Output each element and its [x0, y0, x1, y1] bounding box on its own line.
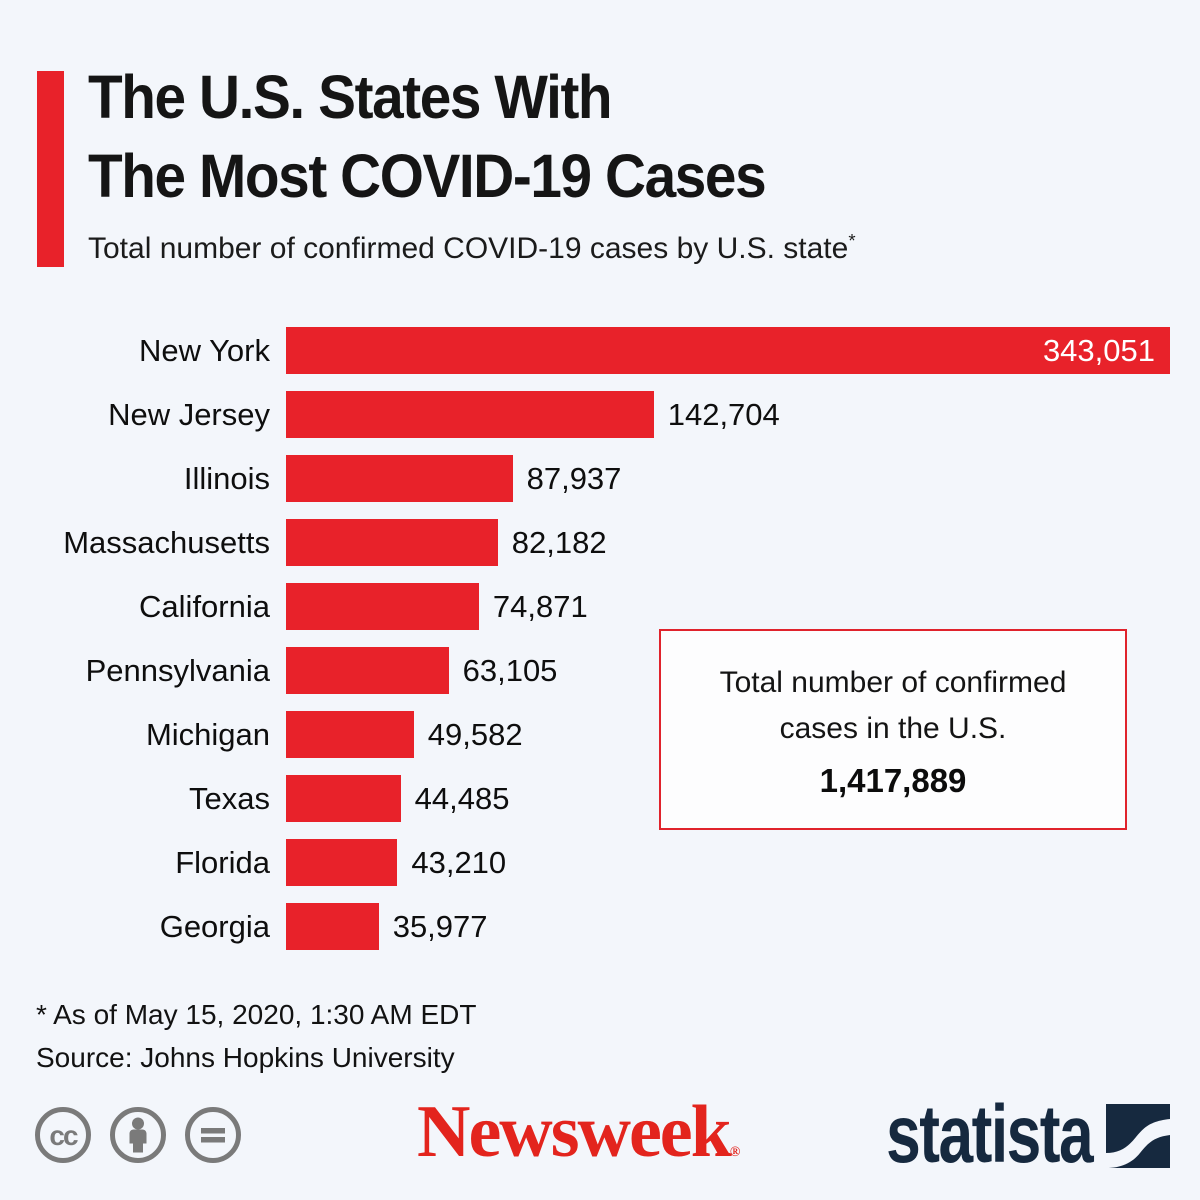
bar-category-label: California	[139, 588, 270, 624]
bar-category-label: Michigan	[145, 716, 270, 752]
bar-track: 49,582	[286, 711, 1170, 758]
bar-track: 63,105	[286, 647, 1170, 694]
svg-text:cc: cc	[49, 1120, 78, 1151]
creative-commons-license: cc	[34, 1106, 242, 1164]
bar-row: Florida 43,210	[30, 839, 1170, 886]
page-title: The U.S. States With The Most COVID-19 C…	[88, 58, 767, 216]
bar-track: 35,977	[286, 903, 1170, 950]
newsweek-logo: Newsweek®	[417, 1091, 741, 1173]
bar-category-label: Georgia	[159, 908, 270, 944]
bar-row: New Jersey 142,704	[30, 391, 1170, 438]
total-cases-callout-box: Total number of confirmed cases in the U…	[659, 629, 1127, 830]
total-box-text-line-2: cases in the U.S.	[779, 711, 1007, 745]
attribution-person-icon	[110, 1107, 166, 1163]
bar-value-label: 82,182	[511, 524, 607, 560]
bar-category-label: Pennsylvania	[85, 652, 270, 688]
bar-row: Illinois 87,937	[30, 455, 1170, 502]
footnotes: * As of May 15, 2020, 1:30 AM EDT Source…	[36, 993, 476, 1079]
bar-value-label: 49,582	[427, 716, 523, 752]
bar-value-label: 63,105	[462, 652, 558, 688]
title-line-2: The Most COVID-19 Cases	[88, 142, 767, 210]
bar-row: Michigan 49,582	[30, 711, 1170, 758]
bar	[286, 519, 498, 566]
registered-trademark-mark: ®	[729, 1145, 741, 1160]
bar-row: New York 343,051	[30, 327, 1170, 374]
bar-category-label: New Jersey	[108, 396, 270, 432]
bar-category-label: New York	[139, 332, 270, 368]
bar	[286, 775, 401, 822]
bar-category-label: Florida	[175, 844, 270, 880]
bar-row: Texas 44,485	[30, 775, 1170, 822]
bar	[286, 455, 513, 502]
bar	[286, 839, 398, 886]
bar-category-label: Texas	[189, 780, 270, 816]
bar-track: 82,182	[286, 519, 1170, 566]
bar-value-label: 343,051	[1042, 332, 1155, 368]
footnote-asterisk: *	[848, 230, 856, 251]
bar-value-label: 74,871	[492, 588, 588, 624]
statista-swoosh-icon	[1106, 1104, 1170, 1168]
footnote-source: Source: Johns Hopkins University	[36, 1042, 455, 1073]
bar-value-label: 35,977	[392, 908, 488, 944]
bar-row: Georgia 35,977	[30, 903, 1170, 950]
bar-value-label: 87,937	[526, 460, 622, 496]
bar: 343,051	[286, 327, 1170, 374]
bar-track: 142,704	[286, 391, 1170, 438]
total-cases-value: 1,417,889	[819, 761, 967, 799]
bar-row: Massachusetts 82,182	[30, 519, 1170, 566]
bar-value-label: 44,485	[414, 780, 510, 816]
title-line-1: The U.S. States With	[88, 63, 613, 131]
statista-wordmark: statista	[885, 1089, 1094, 1180]
bar	[286, 583, 479, 630]
bar	[286, 903, 379, 950]
bar-track: 87,937	[286, 455, 1170, 502]
page-subtitle: Total number of confirmed COVID-19 cases…	[88, 230, 856, 265]
creative-commons-icon: cc	[35, 1107, 91, 1163]
bar-chart: New York 343,051 New Jersey 142,704 Illinois…	[30, 327, 1170, 967]
footnote-date: * As of May 15, 2020, 1:30 AM EDT	[36, 999, 477, 1030]
bar-value-label: 43,210	[411, 844, 507, 880]
bar	[286, 647, 449, 694]
no-derivatives-equals-icon	[185, 1107, 241, 1163]
bar-track: 43,210	[286, 839, 1170, 886]
bar-category-label: Illinois	[183, 460, 270, 496]
bar	[286, 391, 654, 438]
bar	[286, 711, 414, 758]
title-accent-bar	[37, 71, 64, 267]
bar-track: 343,051	[286, 327, 1170, 374]
bar-row: California 74,871	[30, 583, 1170, 630]
total-box-text-line-1: Total number of confirmed	[719, 665, 1067, 699]
bar-track: 74,871	[286, 583, 1170, 630]
bar-category-label: Massachusetts	[63, 524, 270, 560]
bar-value-label: 142,704	[667, 396, 780, 432]
bar-row: Pennsylvania 63,105	[30, 647, 1170, 694]
bar-track: 44,485	[286, 775, 1170, 822]
